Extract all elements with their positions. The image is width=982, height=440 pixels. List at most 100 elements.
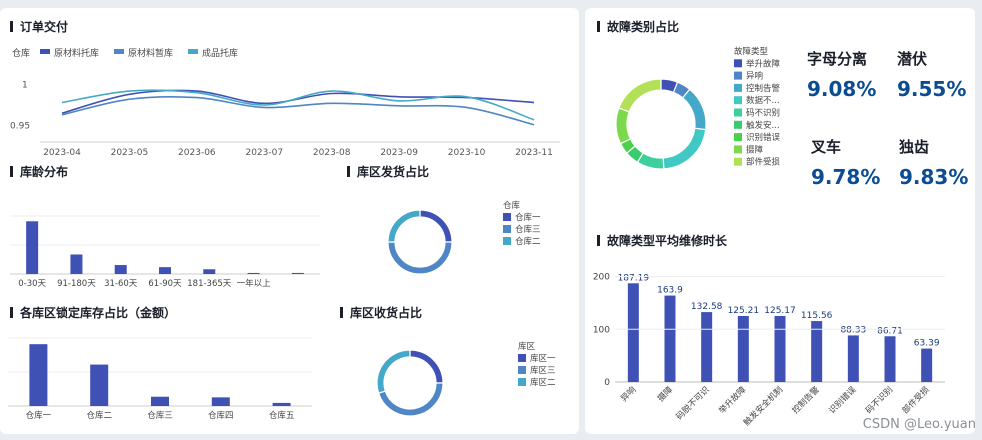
legend-label: 原材料托库 (54, 47, 99, 59)
legend-label: 库区二 (530, 377, 556, 388)
right-panel: 故障类别占比 故障类型 举升故障 异响 控制告警 数据不... 码不识别 触发安... 识别错… (585, 8, 975, 434)
donut-slice (409, 349, 444, 384)
donut-slice (662, 127, 707, 170)
legend-title: 库区 (518, 341, 536, 352)
title-marker (10, 307, 13, 318)
y-tick-label: 0 (604, 378, 610, 388)
fault-title-text: 故障类别占比 (607, 20, 680, 34)
bar (247, 272, 260, 274)
ship-title: 库区发货占比 (347, 163, 429, 180)
legend-label: 仓库三 (515, 224, 541, 235)
donut-slice (377, 382, 444, 417)
legend-swatch (734, 59, 742, 68)
legend-swatch (734, 145, 742, 154)
data-label: 63.39 (914, 339, 940, 349)
donut-slice (419, 209, 453, 243)
legend-swatch (734, 83, 742, 92)
watermark: CSDN @Leo.yuan (862, 417, 976, 432)
title-marker (597, 21, 600, 32)
kpi-forklift: 叉车 9.78% (811, 136, 880, 189)
data-label: 115.56 (801, 311, 833, 321)
fault-title: 故障类别占比 (597, 18, 679, 35)
bar (211, 397, 230, 406)
bar (90, 364, 109, 406)
legend-swatch (518, 366, 526, 374)
x-tick-label: 异响 (619, 384, 639, 404)
legend-label: 仓库一 (515, 212, 541, 223)
repair-title: 故障类型平均维修时长 (597, 232, 727, 249)
bar (291, 272, 304, 274)
bar (26, 221, 39, 274)
legend-label: 举升故障 (746, 58, 781, 69)
x-tick-label: 仓库一 (26, 410, 52, 421)
legend-label: 识别错误 (746, 132, 781, 143)
donut-slice (618, 78, 662, 113)
data-label: 86.71 (877, 326, 903, 336)
kpi-single-tooth: 独齿 9.83% (899, 136, 968, 189)
kpi-value: 9.78% (811, 165, 881, 189)
kpi-value: 9.83% (899, 165, 969, 189)
legend-swatch (188, 49, 198, 54)
x-tick-label: 码脱不可识 (674, 384, 712, 422)
bar (921, 348, 933, 382)
legend-swatch (503, 213, 511, 221)
lock-bar-chart: 仓库一 仓库二 仓库三 仓库四 仓库五 (8, 337, 312, 421)
bar (884, 336, 896, 382)
series-line (61, 89, 535, 121)
legend-label: 部件受损 (746, 157, 781, 168)
bar (811, 321, 823, 382)
legend-label: 码不识别 (746, 109, 780, 119)
kpi-label: 叉车 (811, 138, 842, 156)
order-title-text: 订单交付 (20, 20, 69, 34)
x-tick-label: 摄障 (655, 384, 675, 404)
series-line (61, 89, 535, 114)
x-tick-label: 仓库三 (147, 410, 173, 421)
kpi-label: 潜伏 (897, 50, 928, 68)
bar (774, 316, 786, 382)
kpi-value: 9.55% (897, 77, 967, 101)
x-tick-label: 31-60天 (104, 279, 138, 289)
legend-swatch (734, 133, 742, 142)
legend-swatch (40, 49, 50, 54)
legend-swatch (734, 96, 742, 105)
legend-swatch (114, 49, 124, 54)
data-label: 88.33 (840, 325, 866, 335)
legend-label: 数据不... (746, 95, 780, 106)
x-tick-label: 2023-10 (448, 148, 486, 158)
donut-slice (681, 88, 707, 131)
donut-slice (387, 241, 453, 275)
title-marker (347, 166, 350, 177)
repair-bar-chart: 187.19 异响 163.9 摄障 132.58 码脱不可识 125.21 举升故障 125.… (593, 273, 945, 428)
x-tick-label: 61-90天 (148, 279, 182, 289)
order-line-chart: 仓库 原材料托库 原材料暂库 成品托库 1 0.95 2023-04 2023-05 2023-… (10, 47, 560, 158)
legend-label: 触发安... (746, 120, 780, 131)
title-marker (10, 166, 13, 177)
x-tick-label: 2023-08 (313, 148, 351, 158)
x-tick-label: 举升故障 (717, 384, 749, 416)
legend-title: 仓库 (503, 200, 521, 211)
lock-title: 各库区锁定库存占比（金额） (10, 304, 176, 321)
legend-label: 仓库二 (515, 236, 541, 247)
y-tick-label: 0.95 (10, 122, 30, 132)
legend-label: 原材料暂库 (128, 47, 173, 59)
donut-slice (387, 209, 421, 243)
bar (151, 396, 169, 406)
bar (847, 335, 859, 382)
legend-swatch (734, 157, 742, 166)
x-tick-label: 仓库五 (269, 410, 295, 421)
data-label: 187.19 (618, 273, 650, 283)
bar (159, 267, 171, 274)
data-label: 163.9 (657, 286, 683, 296)
repair-title-text: 故障类型平均维修时长 (607, 234, 728, 248)
data-label: 125.17 (764, 306, 796, 316)
x-tick-label: 91-180天 (57, 279, 96, 289)
legend-title: 故障类型 (734, 46, 769, 57)
bar (29, 344, 48, 406)
legend-label: 库区一 (530, 353, 556, 364)
series-line (61, 95, 535, 126)
data-label: 125.21 (728, 306, 760, 316)
bar (664, 295, 676, 382)
